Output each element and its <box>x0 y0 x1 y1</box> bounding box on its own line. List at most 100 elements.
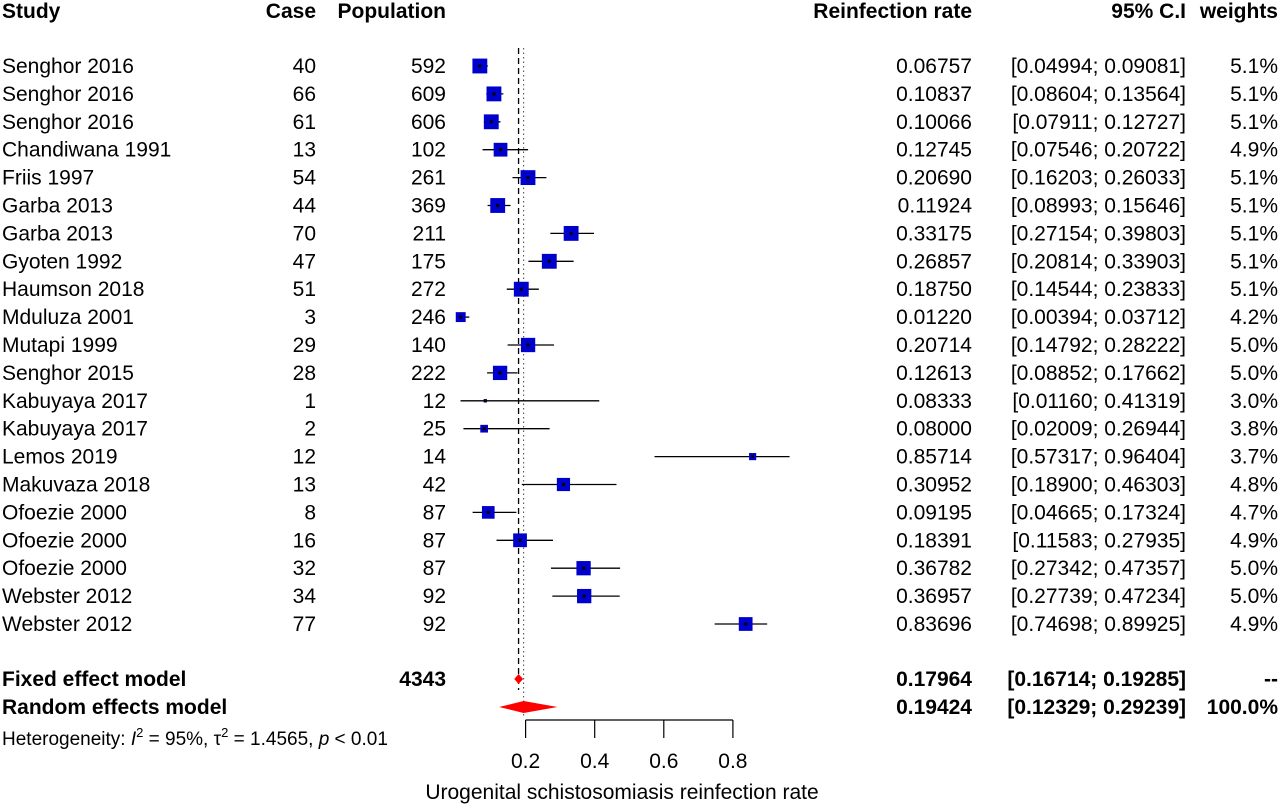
point-estimate <box>518 538 522 542</box>
study-row: Haumson 2018 51 272 0.18750 [0.14544; 0.2383… <box>2 278 1278 301</box>
weight-value: 100.0% <box>1207 696 1279 719</box>
rate-value: 0.06757 <box>896 55 972 78</box>
point-estimate <box>751 455 755 459</box>
population-value: 592 <box>411 55 446 78</box>
tick-label: 0.6 <box>649 750 678 773</box>
point-estimate <box>526 176 530 180</box>
point-estimate <box>492 92 496 96</box>
study-row: Senghor 2016 61 606 0.10066 [0.07911; 0.1272… <box>2 111 1278 134</box>
weight-value: 5.0% <box>1230 334 1278 357</box>
case-value: 12 <box>293 446 316 469</box>
point-estimate <box>498 371 502 375</box>
ci-value: [0.57317; 0.96404] <box>1011 446 1186 469</box>
ci-value: [0.27342; 0.47357] <box>1011 557 1186 580</box>
rate-value: 0.33175 <box>896 222 972 245</box>
case-value: 34 <box>293 585 317 608</box>
summary-label: Random effects model <box>2 696 227 719</box>
tick-label: 0.2 <box>511 750 540 773</box>
rate-value: 0.85714 <box>896 446 972 469</box>
ci-value: [0.74698; 0.89925] <box>1011 613 1186 636</box>
case-value: 44 <box>293 195 317 218</box>
weight-value: 4.9% <box>1230 139 1278 162</box>
study-label: Garba 2013 <box>2 195 113 218</box>
study-label: Lemos 2019 <box>2 446 118 469</box>
ci-value: [0.08604; 0.13564] <box>1011 83 1186 106</box>
rate-value: 0.83696 <box>896 613 972 636</box>
study-row: Kabuyaya 2017 2 25 0.08000 [0.02009; 0.26944… <box>2 418 1278 441</box>
study-row: Ofoezie 2000 8 87 0.09195 [0.04665; 0.17324]… <box>2 501 1278 524</box>
population-value: 211 <box>413 222 446 245</box>
case-value: 47 <box>293 250 316 273</box>
population-value: 92 <box>423 613 446 636</box>
ci-value: [0.18900; 0.46303] <box>1011 474 1186 497</box>
point-estimate <box>499 148 503 152</box>
point-estimate <box>496 204 500 207</box>
study-label: Senghor 2016 <box>2 55 134 78</box>
weight-value: 4.8% <box>1230 474 1278 497</box>
point-estimate <box>569 231 573 235</box>
population-value: 12 <box>423 390 446 413</box>
ci-value: [0.14544; 0.23833] <box>1011 278 1186 301</box>
point-estimate <box>519 287 523 291</box>
weight-value: 3.0% <box>1230 390 1278 413</box>
weight-value: 5.0% <box>1230 557 1278 580</box>
ci-value: [0.16203; 0.26033] <box>1011 167 1186 190</box>
ci-value: [0.02009; 0.26944] <box>1011 418 1186 441</box>
rate-value: 0.26857 <box>896 250 972 273</box>
rate-value: 0.18750 <box>896 278 972 301</box>
weight-value: 4.9% <box>1230 529 1278 552</box>
point-estimate <box>744 622 748 626</box>
weight-value: 5.1% <box>1230 111 1278 134</box>
population-value: 14 <box>423 446 447 469</box>
case-value: 13 <box>293 474 316 497</box>
population-value: 272 <box>411 278 446 301</box>
ci-value: [0.04994; 0.09081] <box>1011 55 1186 78</box>
point-estimate <box>526 343 530 347</box>
case-value: 51 <box>293 278 316 301</box>
population-value: 42 <box>423 474 446 497</box>
point-estimate <box>561 483 565 486</box>
study-label: Webster 2012 <box>2 613 132 636</box>
rate-value: 0.36957 <box>896 585 972 608</box>
study-label: Makuvaza 2018 <box>2 474 150 497</box>
header-study: Study <box>2 0 61 23</box>
study-label: Ofoezie 2000 <box>2 529 127 552</box>
point-estimate <box>582 566 586 570</box>
population-total: 4343 <box>399 668 446 691</box>
weight-value: 5.1% <box>1230 55 1278 78</box>
case-value: 16 <box>293 529 316 552</box>
rate-value: 0.10066 <box>896 111 972 134</box>
study-label: Kabuyaya 2017 <box>2 390 148 413</box>
study-row: Gyoten 1992 47 175 0.26857 [0.20814; 0.33903… <box>2 250 1278 273</box>
point-estimate <box>489 120 493 124</box>
study-row: Senghor 2016 66 609 0.10837 [0.08604; 0.1356… <box>2 83 1278 106</box>
ci-value: [0.00394; 0.03712] <box>1011 306 1186 329</box>
rate-value: 0.36782 <box>896 557 972 580</box>
column-headers: Study Case Population Reinfection rate 9… <box>2 0 1278 23</box>
study-label: Haumson 2018 <box>2 278 144 301</box>
rate-value: 0.08333 <box>896 390 972 413</box>
point-estimate <box>486 510 490 514</box>
point-estimate <box>483 399 487 403</box>
fixed-effect-row: Fixed effect model 4343 0.17964 [0.16714; 0… <box>2 668 1278 691</box>
study-row: Lemos 2019 12 14 0.85714 [0.57317; 0.96404] 3… <box>2 446 1278 469</box>
study-label: Chandiwana 1991 <box>2 139 171 162</box>
case-value: 54 <box>293 167 317 190</box>
point-estimate <box>459 315 463 319</box>
study-row: Webster 2012 77 92 0.83696 [0.74698; 0.89925… <box>2 613 1278 636</box>
ci-value: [0.27739; 0.47234] <box>1011 585 1186 608</box>
ci-value: [0.16714; 0.19285] <box>1007 668 1186 691</box>
tick-label: 0.4 <box>580 750 610 773</box>
rate-value: 0.09195 <box>896 501 972 524</box>
case-value: 70 <box>293 222 316 245</box>
summary-diamond <box>499 701 558 713</box>
header-weights: weights <box>1199 0 1278 23</box>
study-row: Makuvaza 2018 13 42 0.30952 [0.18900; 0.4630… <box>2 474 1278 497</box>
study-label: Ofoezie 2000 <box>2 501 127 524</box>
point-estimate <box>478 64 482 68</box>
random-effects-row: Random effects model 0.19424 [0.12329; 0.2… <box>2 696 1278 719</box>
weight-value: 4.7% <box>1230 501 1278 524</box>
header-case: Case <box>266 0 316 23</box>
study-label: Kabuyaya 2017 <box>2 418 148 441</box>
